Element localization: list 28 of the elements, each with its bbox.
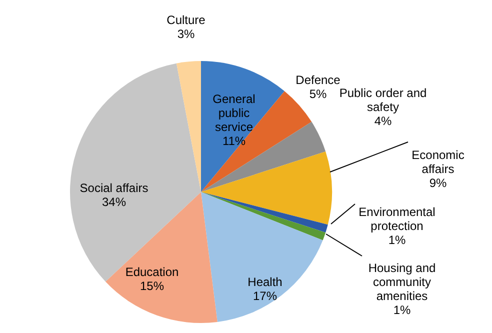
pie-slice <box>201 192 328 232</box>
slice-label: Housing and community amenities <box>368 261 436 303</box>
slice-label: Education <box>125 265 179 279</box>
slice-label: Social affairs <box>80 181 148 195</box>
pie-slice <box>176 61 201 192</box>
pie-slice <box>201 61 285 192</box>
data-label: 9% <box>429 176 447 190</box>
slice-label: Public order and safety <box>339 86 427 114</box>
slice-label: General public service <box>212 92 256 134</box>
pie-slice <box>201 192 323 322</box>
data-label: 5% <box>309 87 327 101</box>
slice-label: Health <box>248 275 282 289</box>
data-label: 34% <box>102 195 126 209</box>
slice-label: Environmental protection <box>358 205 436 233</box>
slice-label: Economic affairs <box>412 148 464 176</box>
data-label: 15% <box>140 279 164 293</box>
data-label: 4% <box>374 114 392 128</box>
pie-slice <box>70 63 201 282</box>
slice-label: Defence <box>296 73 341 87</box>
data-label: 1% <box>393 303 411 317</box>
data-label: 3% <box>177 27 195 41</box>
pie-slice <box>201 192 326 240</box>
data-label: 1% <box>388 233 406 247</box>
pie-slice <box>201 91 312 192</box>
pie-slice <box>201 122 326 192</box>
slice-label: Culture <box>166 13 206 27</box>
pie-slice <box>201 152 332 225</box>
data-label: 17% <box>252 289 278 303</box>
